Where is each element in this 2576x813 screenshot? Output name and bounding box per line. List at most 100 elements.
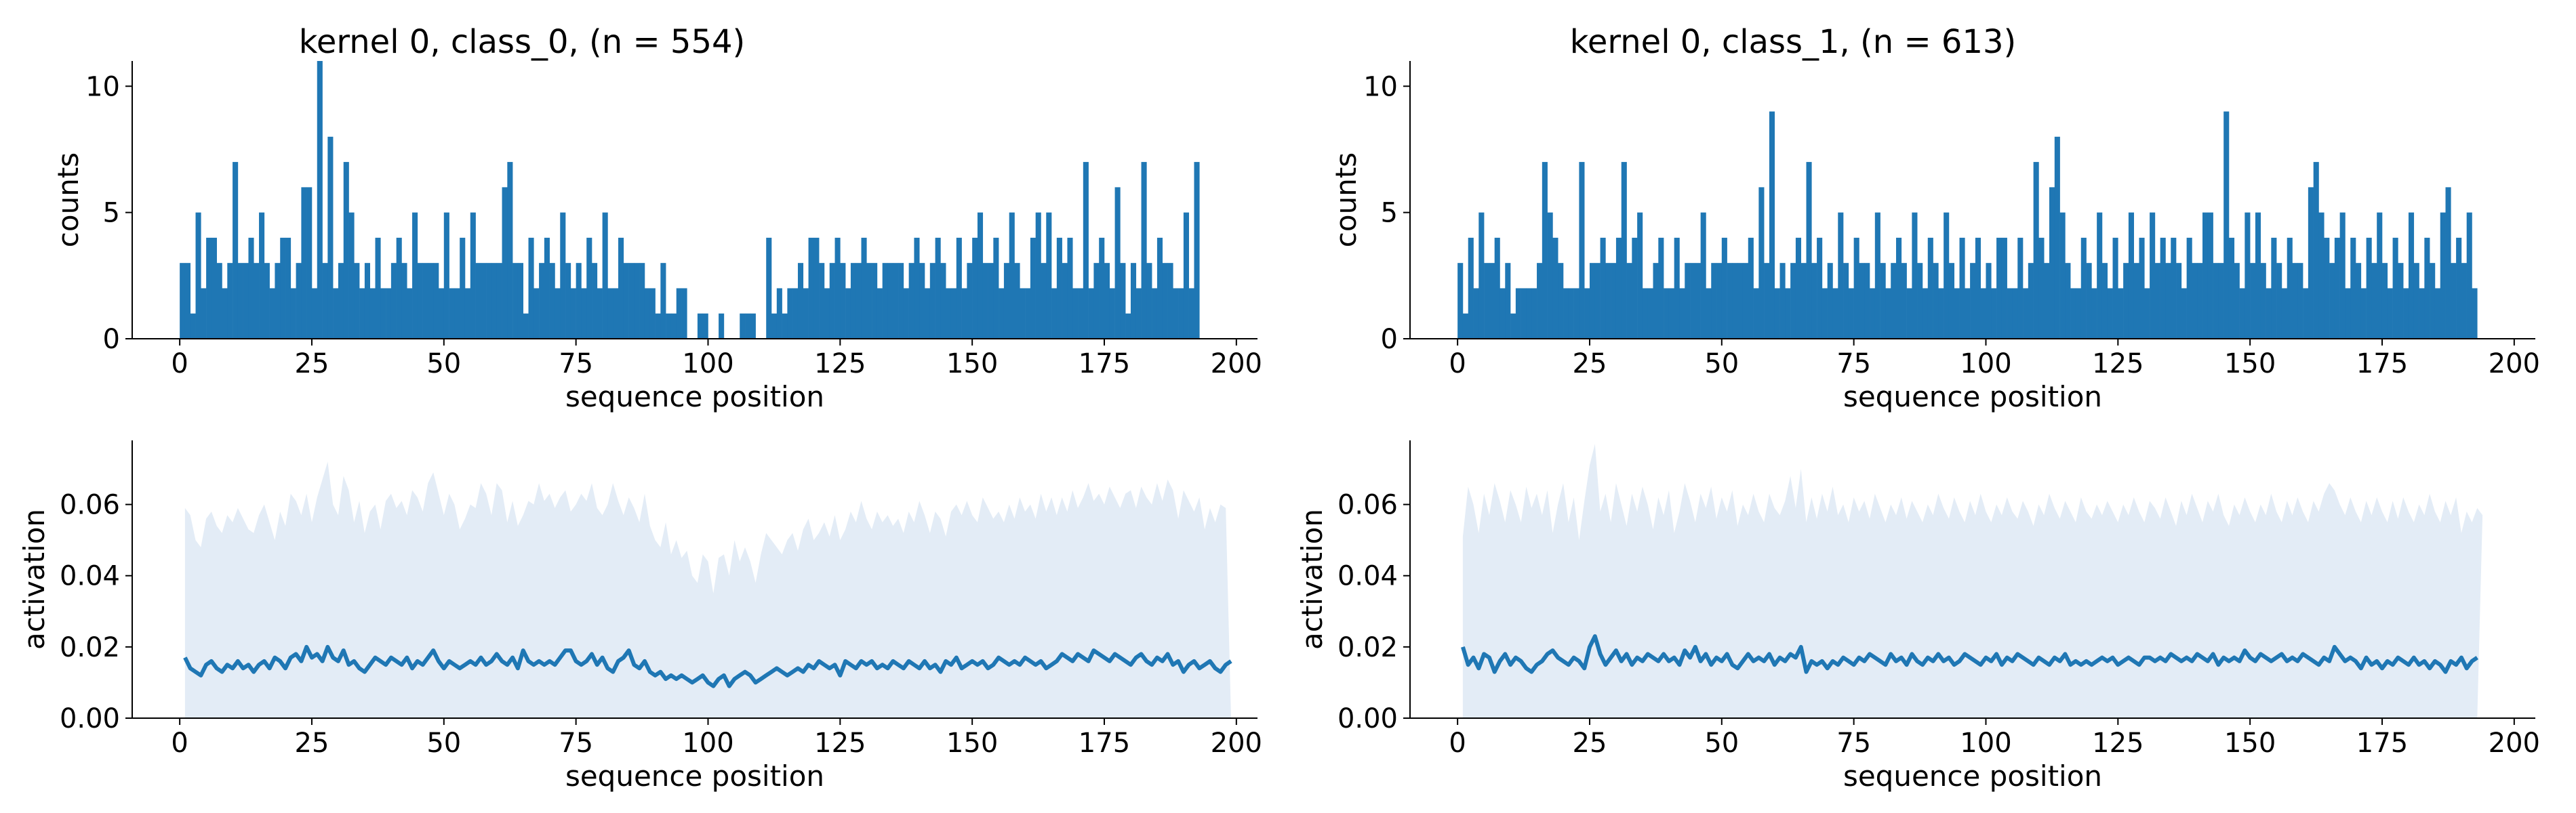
y-tick-label: 0	[1381, 324, 1398, 355]
bar	[1494, 237, 1500, 339]
bar	[1864, 263, 1870, 339]
bar	[1817, 237, 1823, 339]
bar	[2223, 111, 2230, 339]
bar	[348, 212, 355, 339]
plot-hist_class1: 0 25 50 75 100 125 150 175 200 0 5 10 sequence posit…	[1329, 61, 2540, 413]
bar	[702, 313, 708, 339]
bar	[908, 263, 914, 339]
bar	[999, 288, 1005, 339]
x-tick-label: 25	[295, 728, 329, 759]
bar	[1558, 263, 1564, 339]
bar	[2107, 288, 2113, 339]
bar	[470, 212, 476, 339]
bar	[2112, 237, 2118, 339]
x-tick-label: 100	[682, 348, 733, 379]
bar	[2260, 263, 2266, 339]
bar	[2271, 237, 2277, 339]
bar	[1109, 288, 1115, 339]
bar	[766, 237, 772, 339]
bar	[597, 288, 603, 339]
bar	[576, 263, 582, 339]
bar	[1790, 263, 1796, 339]
bar	[750, 313, 756, 339]
bar	[1732, 263, 1738, 339]
bar	[2049, 187, 2055, 339]
bar	[1870, 288, 1876, 339]
bar	[2371, 263, 2377, 339]
bar	[2128, 212, 2134, 339]
bar	[1891, 263, 1897, 339]
bar	[2202, 212, 2209, 339]
bar	[206, 237, 212, 339]
bar	[2097, 212, 2103, 339]
bar	[2080, 237, 2087, 339]
bar	[1573, 288, 1579, 339]
bar	[1146, 263, 1152, 339]
bar	[222, 288, 228, 339]
bar	[296, 263, 302, 339]
bar	[412, 212, 418, 339]
bar	[1521, 288, 1527, 339]
bar	[1727, 263, 1733, 339]
x-tick-label: 200	[1211, 728, 1262, 759]
bar	[782, 313, 788, 339]
bar	[1473, 288, 1479, 339]
bar	[1542, 162, 1548, 339]
bar	[269, 288, 275, 339]
bar	[2028, 263, 2034, 339]
bar	[1035, 212, 1041, 339]
bar	[1832, 288, 1838, 339]
bar	[359, 288, 365, 339]
bar	[1030, 237, 1036, 339]
bar	[2054, 136, 2060, 339]
bar	[449, 288, 455, 339]
bar	[2059, 212, 2066, 339]
bar	[2239, 288, 2245, 339]
bar	[1051, 288, 1058, 339]
bar	[1885, 288, 1891, 339]
x-axis-label: sequence position	[565, 380, 824, 413]
bar	[1188, 288, 1194, 339]
bar	[2276, 263, 2282, 339]
bar	[2308, 187, 2314, 339]
bar	[534, 288, 540, 339]
bar	[2181, 288, 2187, 339]
bar	[2033, 162, 2039, 339]
bar	[1104, 263, 1110, 339]
bar	[2038, 237, 2045, 339]
bar	[813, 237, 820, 339]
mean-line	[1461, 634, 2478, 674]
bar	[311, 288, 318, 339]
bar	[1088, 288, 1094, 339]
y-axis-label: activation	[1295, 509, 1329, 650]
bar	[1838, 212, 1844, 339]
plot-hist_class0: 0 25 50 75 100 125 150 175 200 0 5 10 sequence posit…	[52, 61, 1262, 413]
bar	[2123, 263, 2129, 339]
x-axis-label: sequence position	[1843, 380, 2102, 413]
bar	[1779, 263, 1786, 339]
bar	[1025, 288, 1031, 339]
bar	[797, 263, 804, 339]
x-tick-label: 175	[2356, 348, 2408, 379]
bar	[1568, 288, 1574, 339]
bar	[1062, 263, 1068, 339]
bar	[2044, 263, 2050, 339]
bar	[201, 288, 207, 339]
x-tick-label: 0	[171, 348, 188, 379]
y-tick-label: 0.02	[60, 632, 120, 663]
x-tick-label: 100	[1960, 728, 2011, 759]
bar	[1531, 288, 1537, 339]
bar	[454, 288, 460, 339]
y-tick-label: 10	[1363, 71, 1398, 102]
bar	[1020, 288, 1026, 339]
bar	[660, 263, 666, 339]
bar	[428, 263, 434, 339]
bar	[2101, 263, 2108, 339]
bar	[1615, 237, 1622, 339]
bar	[2017, 237, 2024, 339]
bar	[803, 288, 809, 339]
bar	[1647, 288, 1653, 339]
bar	[2139, 237, 2145, 339]
bar	[1917, 263, 1923, 339]
bar	[1162, 263, 1168, 339]
